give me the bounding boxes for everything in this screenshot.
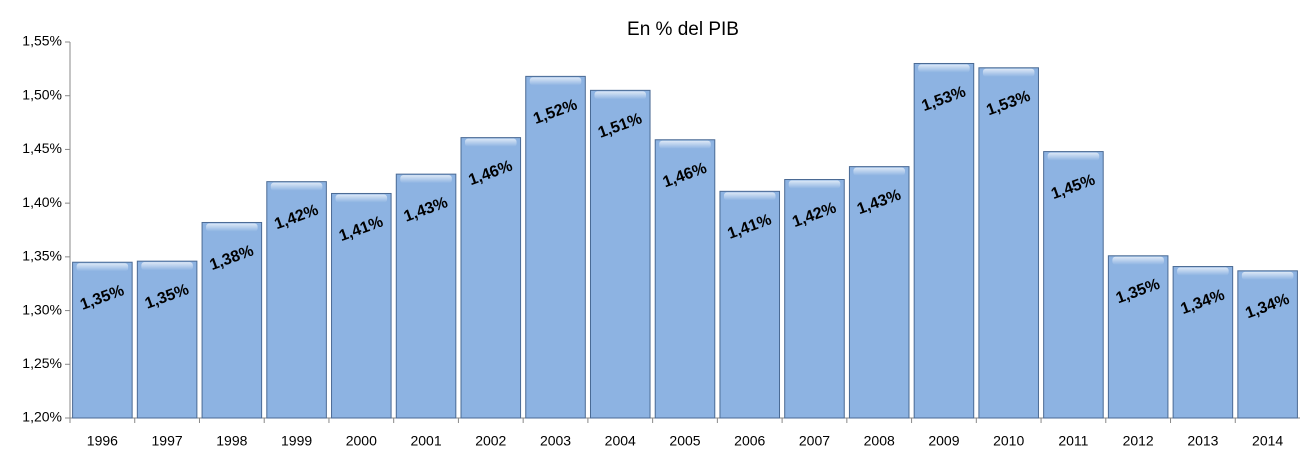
bar [589, 89, 651, 419]
bar-highlight [788, 180, 841, 189]
y-tick-label: 1,30% [22, 301, 62, 317]
bar-highlight [335, 194, 388, 203]
x-tick-label: 2014 [1252, 433, 1283, 449]
bar [1043, 151, 1104, 419]
y-tick-label: 1,40% [22, 194, 62, 210]
y-tick-label: 1,25% [22, 355, 62, 371]
x-tick-label: 1999 [281, 433, 312, 449]
x-tick-label: 2012 [1123, 433, 1154, 449]
x-tick-label: 2006 [734, 433, 765, 449]
x-tick-label: 1997 [152, 433, 183, 449]
bar [72, 261, 133, 419]
y-tick-label: 1,20% [22, 409, 62, 425]
bar [266, 181, 327, 419]
bar [1237, 270, 1298, 419]
bar-highlight [400, 175, 452, 184]
bar-highlight [141, 262, 193, 271]
bar-highlight [529, 77, 582, 86]
bar-highlight [982, 68, 1035, 77]
bar [201, 221, 263, 419]
bar [848, 166, 910, 419]
x-tick-label: 2010 [993, 433, 1024, 449]
bar [136, 260, 198, 419]
y-tick-label: 1,35% [22, 248, 62, 264]
bar [1172, 266, 1234, 419]
bar [525, 75, 586, 419]
bar [784, 179, 845, 419]
bar-highlight [1241, 271, 1294, 280]
y-tick-label: 1,55% [22, 33, 62, 49]
bar [395, 173, 457, 419]
bar-highlight [1112, 256, 1164, 265]
x-tick-label: 2003 [540, 433, 571, 449]
bar-highlight [594, 91, 647, 100]
bar [913, 62, 975, 419]
x-tick-label: 2002 [475, 433, 506, 449]
x-tick-label: 2004 [605, 433, 636, 449]
bar [1107, 255, 1169, 419]
y-tick-label: 1,50% [22, 86, 62, 102]
bar-highlight [465, 138, 517, 147]
bar-highlight [659, 140, 711, 149]
x-tick-label: 2011 [1058, 433, 1088, 449]
x-tick-label: 1996 [87, 433, 118, 449]
bar [460, 137, 522, 419]
x-tick-label: 2000 [346, 433, 377, 449]
bar-highlight [206, 223, 258, 232]
x-tick-label: 2009 [928, 433, 959, 449]
bar-highlight [1177, 267, 1229, 276]
x-tick-label: 2013 [1187, 433, 1218, 449]
bar-highlight [76, 263, 129, 272]
x-tick-label: 2008 [864, 433, 895, 449]
bar [654, 139, 716, 419]
bar-highlight [1047, 152, 1100, 161]
x-tick-label: 2001 [410, 433, 441, 449]
x-tick-label: 2007 [799, 433, 830, 449]
bar [978, 67, 1039, 419]
bar-highlight [270, 182, 323, 191]
chart-title: En % del PIB [627, 19, 739, 40]
bar [331, 192, 392, 419]
bar-highlight [918, 64, 970, 73]
bar-highlight [723, 192, 776, 201]
x-tick-label: 2005 [669, 433, 700, 449]
bar [719, 190, 781, 419]
y-tick-label: 1,45% [22, 140, 62, 156]
x-tick-label: 1998 [216, 433, 247, 449]
bar-highlight [853, 167, 905, 176]
